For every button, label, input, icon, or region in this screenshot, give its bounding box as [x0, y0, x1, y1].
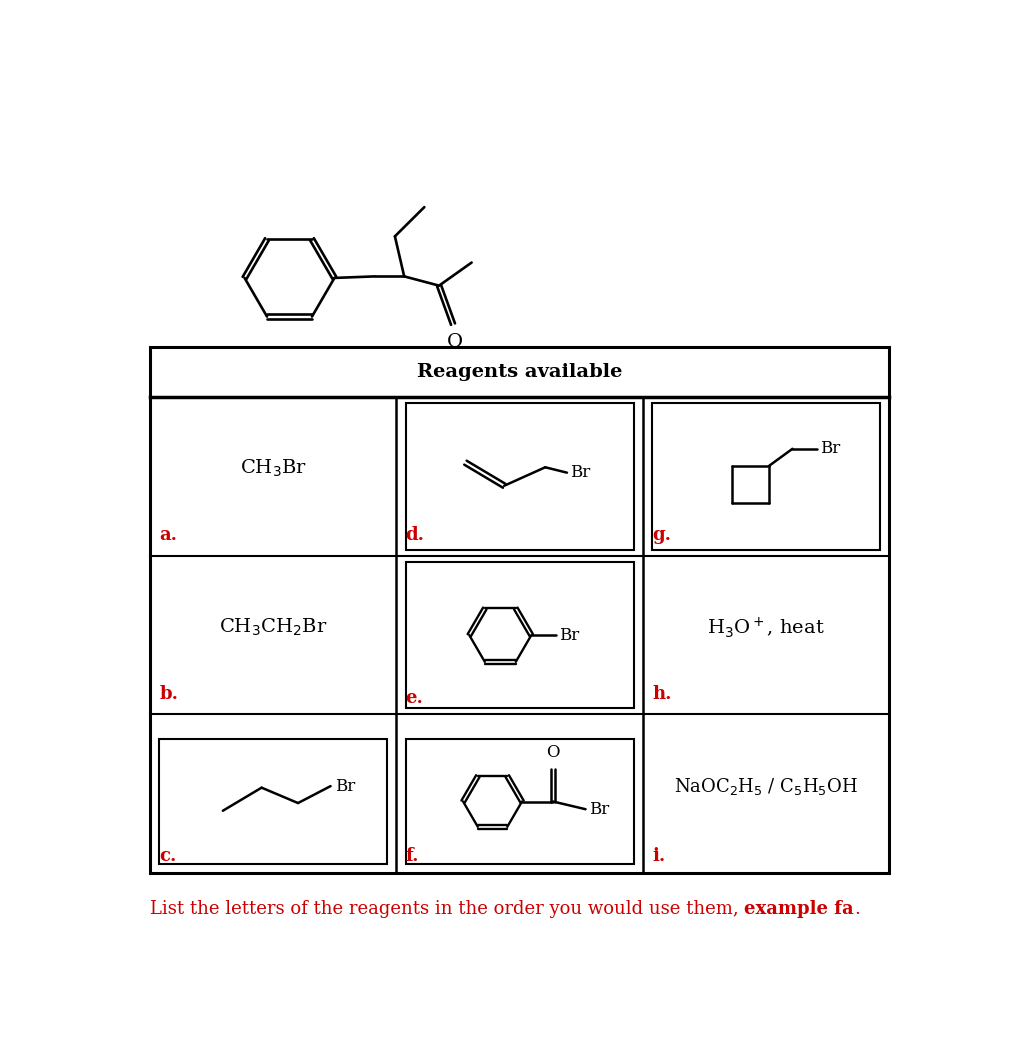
- Text: f.: f.: [406, 848, 419, 866]
- Bar: [406, 740, 634, 864]
- Text: CH$_3$Br: CH$_3$Br: [239, 459, 306, 480]
- Text: h.: h.: [652, 685, 671, 703]
- Text: Br: Br: [336, 777, 356, 794]
- Text: e.: e.: [406, 689, 424, 707]
- Text: .: .: [854, 901, 860, 918]
- Text: b.: b.: [159, 685, 178, 703]
- Text: c.: c.: [159, 848, 176, 866]
- Text: List the letters of the reagents in the order you would use them,: List the letters of the reagents in the …: [150, 901, 744, 918]
- Text: Br: Br: [589, 801, 608, 817]
- Text: d.: d.: [406, 526, 425, 544]
- Text: Br: Br: [570, 464, 590, 481]
- Bar: [150, 347, 889, 873]
- Bar: [159, 740, 387, 864]
- Bar: [406, 562, 634, 708]
- Text: CH$_3$CH$_2$Br: CH$_3$CH$_2$Br: [219, 616, 328, 639]
- Bar: [406, 403, 634, 550]
- Text: O: O: [446, 333, 462, 351]
- Text: example fa: example fa: [744, 901, 854, 918]
- Text: Br: Br: [820, 441, 841, 458]
- Text: Br: Br: [559, 627, 579, 644]
- Text: Reagents available: Reagents available: [417, 363, 623, 381]
- Text: g.: g.: [652, 526, 671, 544]
- Bar: [652, 403, 880, 550]
- Text: O: O: [547, 745, 560, 762]
- Text: H$_3$O$^+$, heat: H$_3$O$^+$, heat: [708, 615, 825, 640]
- Text: a.: a.: [159, 526, 177, 544]
- Text: NaOC$_2$H$_5$ / C$_5$H$_5$OH: NaOC$_2$H$_5$ / C$_5$H$_5$OH: [674, 775, 858, 796]
- Text: i.: i.: [652, 848, 665, 866]
